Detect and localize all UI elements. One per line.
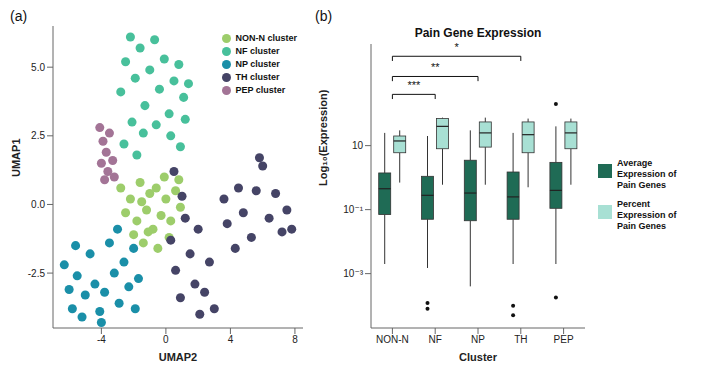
svg-text:*: *	[454, 41, 459, 53]
html-text:NF cluster: NF cluster	[235, 46, 280, 56]
svg-text:Log₁₀(Expression): Log₁₀(Expression)	[317, 89, 329, 186]
svg-text:0.0: 0.0	[31, 199, 45, 210]
html-text:NON-N cluster: NON-N cluster	[235, 33, 297, 43]
svg-text:5.0: 5.0	[31, 62, 45, 73]
html-text:Percent Expression of Pain Gen: Percent Expression of Pain Genes	[617, 199, 677, 231]
svg-text:TH: TH	[514, 334, 527, 345]
svg-text:Cluster: Cluster	[459, 351, 498, 363]
svg-text:10⁻¹: 10⁻¹	[343, 204, 363, 215]
svg-text:NON-N: NON-N	[376, 334, 409, 345]
svg-text:NF: NF	[429, 334, 442, 345]
html-text:Average Expression of Pain Gen: Average Expression of Pain Genes	[617, 158, 677, 190]
html-text:TH cluster: TH cluster	[235, 72, 280, 82]
svg-text:0: 0	[163, 334, 169, 345]
svg-text:***: ***	[407, 79, 421, 91]
svg-text:UMAP1: UMAP1	[10, 138, 22, 177]
svg-text:-2.5: -2.5	[28, 268, 46, 279]
svg-text:4: 4	[228, 334, 234, 345]
svg-text:10: 10	[352, 140, 364, 151]
svg-text:8: 8	[292, 334, 298, 345]
svg-text:PEP: PEP	[554, 334, 574, 345]
html-text:(a): (a)	[10, 8, 28, 24]
svg-text:10⁻³: 10⁻³	[343, 268, 363, 279]
html-text:(b): (b)	[315, 8, 333, 24]
svg-text:**: **	[431, 61, 440, 73]
svg-text:UMAP2: UMAP2	[159, 351, 198, 363]
html-text:Pain Gene Expression: Pain Gene Expression	[414, 26, 542, 40]
svg-text:-4: -4	[97, 334, 106, 345]
html-text:NP cluster: NP cluster	[235, 59, 280, 69]
html-text:PEP cluster: PEP cluster	[235, 85, 286, 95]
svg-text:2.5: 2.5	[31, 130, 45, 141]
svg-text:NP: NP	[471, 334, 485, 345]
